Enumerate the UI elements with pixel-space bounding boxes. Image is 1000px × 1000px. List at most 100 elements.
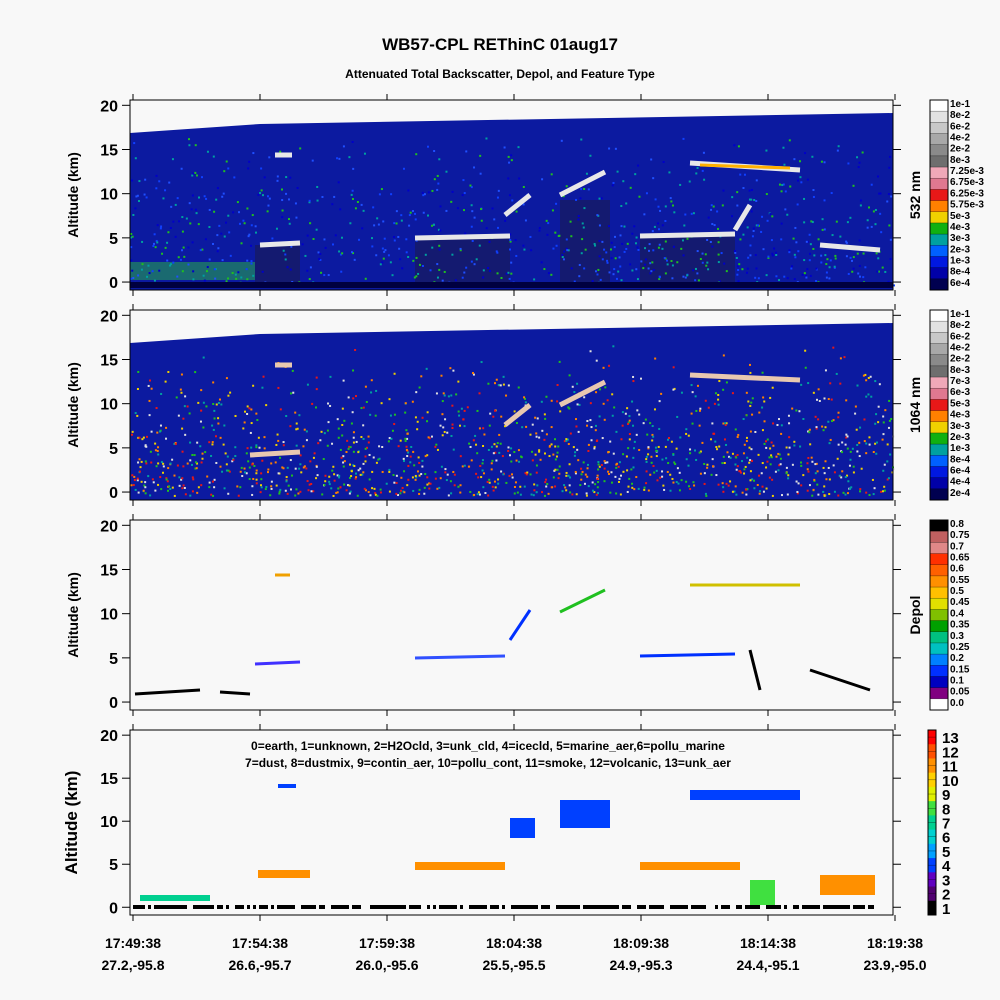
colorbar-segment bbox=[930, 234, 948, 246]
noise bbox=[750, 188, 753, 191]
noise bbox=[787, 453, 790, 456]
noise bbox=[554, 231, 557, 234]
noise bbox=[643, 213, 646, 216]
noise bbox=[441, 413, 444, 416]
noise bbox=[216, 187, 219, 190]
noise bbox=[364, 489, 367, 492]
surface bbox=[568, 905, 571, 909]
noise bbox=[752, 229, 755, 232]
noise bbox=[721, 482, 724, 485]
colorbar-label: 4e-2 bbox=[950, 133, 970, 144]
noise bbox=[155, 407, 158, 410]
noise bbox=[749, 404, 752, 407]
noise bbox=[320, 430, 323, 433]
noise bbox=[251, 493, 254, 496]
noise bbox=[722, 455, 725, 458]
noise bbox=[862, 252, 865, 255]
panel-image bbox=[130, 100, 895, 290]
noise bbox=[832, 346, 835, 349]
noise bbox=[144, 460, 147, 463]
noise bbox=[308, 278, 311, 281]
noise bbox=[642, 422, 645, 425]
noise bbox=[831, 420, 834, 423]
noise bbox=[300, 471, 303, 474]
noise bbox=[846, 492, 849, 495]
surface bbox=[445, 905, 448, 909]
noise bbox=[593, 447, 596, 450]
noise bbox=[180, 167, 183, 170]
noise bbox=[234, 414, 237, 417]
noise bbox=[676, 261, 679, 264]
noise bbox=[351, 198, 354, 201]
noise bbox=[176, 197, 179, 200]
noise bbox=[205, 405, 208, 408]
surface bbox=[670, 905, 673, 909]
noise bbox=[415, 391, 418, 394]
noise bbox=[636, 278, 639, 281]
noise bbox=[216, 250, 219, 253]
noise bbox=[452, 470, 455, 473]
noise bbox=[828, 478, 831, 481]
noise bbox=[800, 383, 803, 386]
noise bbox=[164, 189, 167, 192]
noise bbox=[321, 493, 324, 496]
noise bbox=[821, 425, 824, 428]
noise bbox=[664, 219, 667, 222]
surface bbox=[856, 905, 859, 909]
noise bbox=[650, 461, 653, 464]
colorbar-segment bbox=[930, 245, 948, 257]
noise bbox=[329, 404, 332, 407]
noise bbox=[400, 476, 403, 479]
noise bbox=[577, 430, 580, 433]
noise bbox=[839, 382, 842, 385]
plot-frame bbox=[129, 729, 894, 916]
noise bbox=[847, 162, 850, 165]
noise bbox=[246, 207, 249, 210]
noise bbox=[243, 222, 246, 225]
noise bbox=[336, 474, 339, 477]
noise bbox=[622, 470, 625, 473]
noise bbox=[814, 472, 817, 475]
noise bbox=[657, 445, 660, 448]
surface bbox=[628, 905, 631, 909]
noise bbox=[331, 442, 334, 445]
noise bbox=[856, 156, 859, 159]
noise bbox=[754, 254, 757, 257]
surface bbox=[691, 905, 694, 909]
surface bbox=[586, 905, 589, 909]
noise bbox=[748, 189, 751, 192]
noise bbox=[856, 384, 859, 387]
noise bbox=[623, 250, 626, 253]
noise bbox=[664, 445, 667, 448]
noise bbox=[400, 214, 403, 217]
noise bbox=[167, 231, 170, 234]
noise bbox=[846, 447, 849, 450]
noise bbox=[499, 442, 502, 445]
noise bbox=[141, 240, 144, 243]
colorbar-label: 0.15 bbox=[950, 664, 970, 675]
noise bbox=[710, 473, 713, 476]
noise bbox=[253, 465, 256, 468]
noise bbox=[531, 423, 534, 426]
noise bbox=[610, 471, 613, 474]
noise bbox=[828, 277, 831, 280]
noise bbox=[543, 438, 546, 441]
noise bbox=[434, 445, 437, 448]
noise bbox=[284, 489, 287, 492]
noise bbox=[593, 445, 596, 448]
noise bbox=[554, 468, 557, 471]
surface bbox=[280, 905, 283, 909]
colorbar-label: 8 bbox=[942, 801, 950, 818]
noise bbox=[436, 263, 439, 266]
noise bbox=[620, 438, 623, 441]
noise bbox=[131, 474, 134, 477]
noise bbox=[201, 248, 204, 251]
noise bbox=[626, 407, 629, 410]
noise bbox=[749, 254, 752, 257]
noise bbox=[201, 452, 204, 455]
noise bbox=[488, 240, 491, 243]
noise bbox=[255, 446, 258, 449]
colorbar-label: 0.45 bbox=[950, 597, 970, 608]
noise bbox=[289, 268, 292, 271]
